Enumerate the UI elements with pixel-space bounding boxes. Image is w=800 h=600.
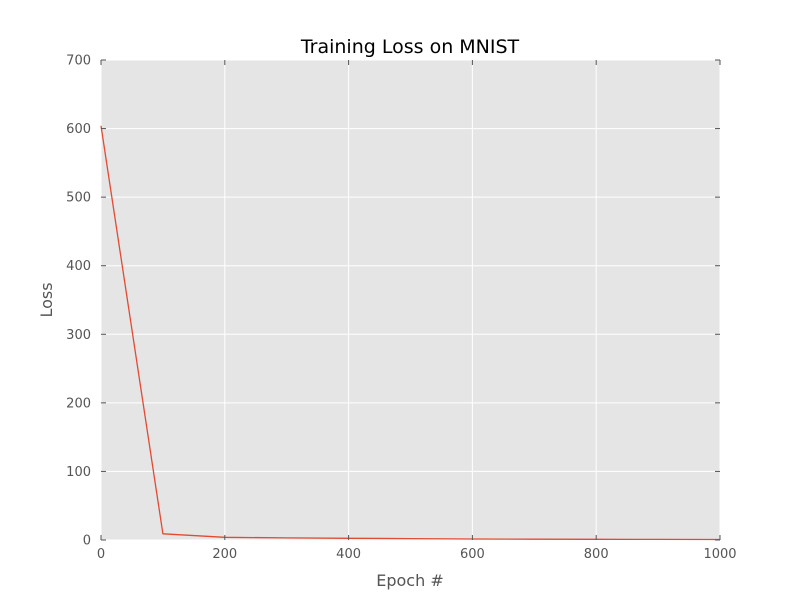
- series-layer: [100, 125, 721, 541]
- y-axis-label: Loss: [37, 282, 56, 317]
- x-tick-label: 600: [460, 547, 485, 562]
- x-tick-label: 800: [584, 547, 609, 562]
- x-tick-label: 200: [212, 547, 237, 562]
- y-tick-label: 0: [83, 534, 91, 549]
- ticks: 0 200 400 600 800 1000 0 100 200 300 400 500 600 700: [66, 54, 736, 563]
- chart-title: Training Loss on MNIST: [300, 36, 520, 58]
- y-tick-label: 600: [66, 122, 91, 137]
- y-tick-label: 200: [66, 396, 91, 411]
- y-tick-label: 100: [66, 465, 91, 480]
- x-axis-label: Epoch #: [376, 571, 443, 590]
- y-tick-label: 700: [66, 54, 91, 69]
- plot-area: [101, 60, 720, 540]
- grid: [100, 59, 721, 541]
- y-tick-label: 300: [66, 328, 91, 343]
- y-tick-label: 500: [66, 191, 91, 206]
- x-tick-label: 0: [97, 547, 105, 562]
- loss-series-line: [100, 125, 721, 541]
- y-tick-label: 400: [66, 259, 91, 274]
- x-tick-label: 1000: [703, 547, 736, 562]
- x-tick-label: 400: [336, 547, 361, 562]
